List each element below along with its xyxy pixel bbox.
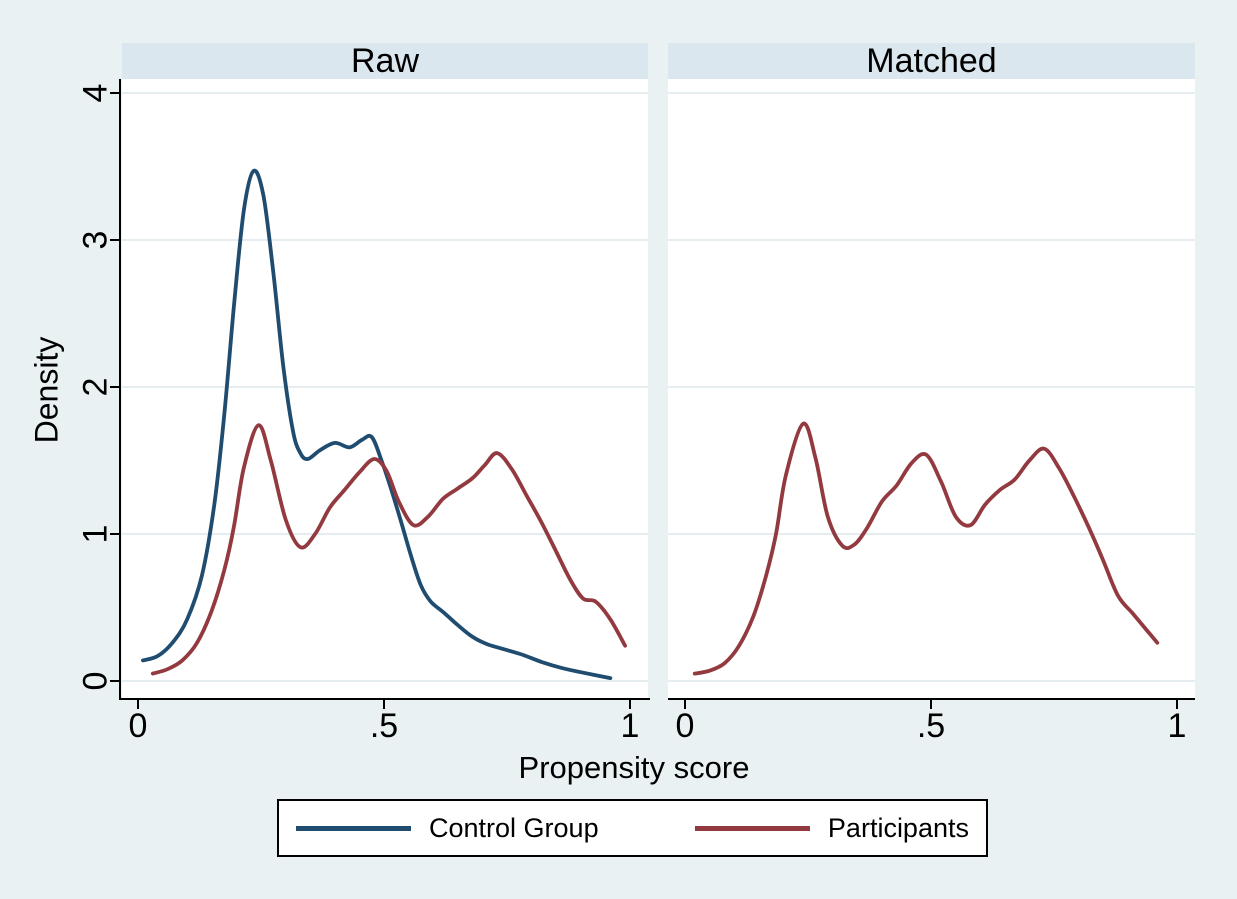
x-tick-mark (383, 700, 385, 709)
y-tick-mark (110, 386, 119, 388)
x-tick-mark (137, 700, 139, 709)
legend-label-control-group: Control Group (429, 812, 599, 843)
x-tick-mark (1176, 700, 1178, 709)
x-tick-mark (930, 700, 932, 709)
plot-area-raw (122, 79, 648, 698)
panel-header-matched: Matched (668, 43, 1195, 79)
x-tick-label: .5 (369, 707, 399, 745)
y-axis-title: Density (28, 336, 65, 444)
panel-title-raw: Raw (350, 42, 420, 80)
density-curve-control-group (141, 168, 613, 680)
legend-line-swatch-participants (694, 825, 810, 831)
panel-canvas-matched (668, 92, 1195, 682)
legend-line-swatch-control-group (296, 825, 411, 831)
x-tick-label: .5 (916, 707, 946, 745)
x-axis-line-matched (668, 698, 1195, 700)
x-tick-label: 1 (1167, 707, 1187, 745)
legend-item-participants: Participants (694, 812, 969, 843)
x-tick-mark (629, 700, 631, 709)
panel-canvas-raw (122, 92, 648, 682)
density-curve-participants (150, 423, 627, 676)
panel-title-matched: Matched (866, 42, 997, 80)
density-curve-participants (692, 421, 1160, 676)
y-tick-label: 1 (76, 524, 115, 544)
x-tick-label: 0 (128, 707, 148, 745)
y-tick-mark (110, 239, 119, 241)
y-axis-line (119, 79, 121, 700)
x-tick-mark (684, 700, 686, 709)
x-tick-label: 0 (675, 707, 695, 745)
y-tick-mark (110, 92, 119, 94)
y-tick-label: 2 (76, 377, 115, 397)
y-tick-label: 4 (76, 83, 115, 103)
legend-label-participants: Participants (827, 812, 969, 843)
y-tick-mark (110, 533, 119, 535)
y-tick-label: 0 (76, 671, 115, 691)
plot-area-matched (668, 79, 1195, 698)
x-axis-line-raw (119, 698, 650, 700)
legend-item-control-group: Control Group (296, 812, 599, 843)
x-axis-title: Propensity score (518, 750, 750, 785)
legend: Control Group Participants (277, 799, 988, 857)
panel-header-raw: Raw (122, 43, 648, 79)
x-tick-label: 1 (620, 707, 640, 745)
y-tick-label: 3 (76, 230, 115, 250)
y-tick-mark (110, 680, 119, 682)
